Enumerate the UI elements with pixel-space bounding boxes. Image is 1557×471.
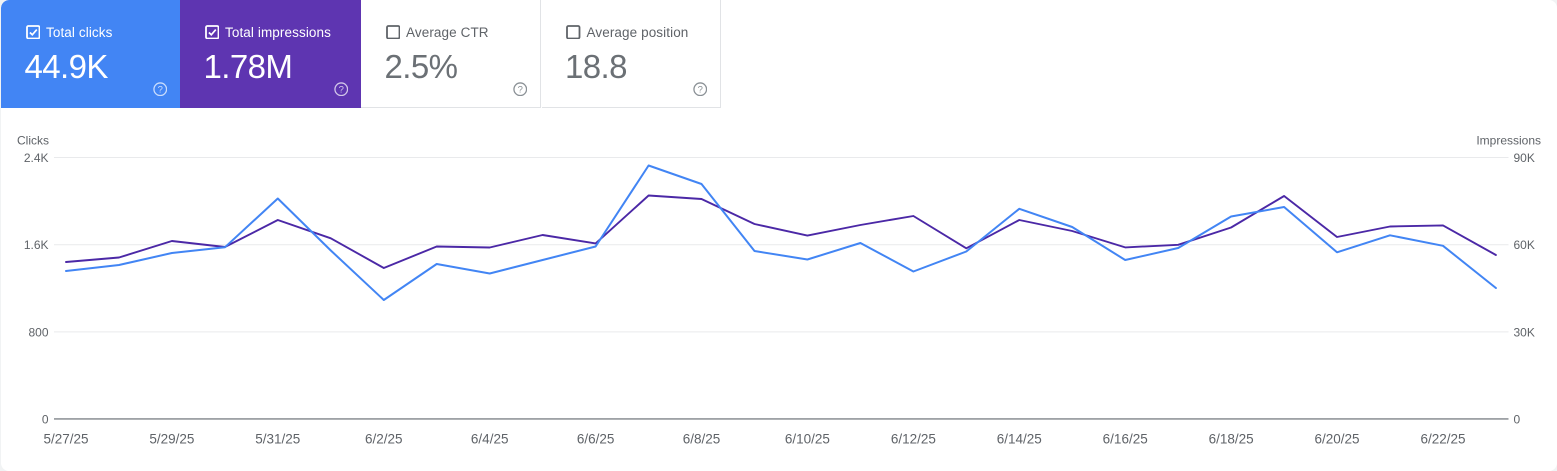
svg-text:?: ?	[697, 84, 702, 95]
svg-text:90K: 90K	[1514, 151, 1535, 165]
svg-text:5/31/25: 5/31/25	[255, 432, 300, 447]
svg-text:6/4/25: 6/4/25	[471, 432, 509, 447]
svg-text:0: 0	[42, 412, 49, 426]
svg-text:6/6/25: 6/6/25	[577, 432, 615, 447]
svg-text:800: 800	[28, 325, 48, 339]
svg-text:6/8/25: 6/8/25	[683, 432, 721, 447]
svg-text:Clicks: Clicks	[17, 134, 49, 148]
svg-text:6/14/25: 6/14/25	[997, 432, 1042, 447]
svg-text:1.6K: 1.6K	[24, 238, 49, 252]
svg-text:?: ?	[517, 84, 522, 95]
svg-text:6/22/25: 6/22/25	[1420, 432, 1465, 447]
svg-text:?: ?	[157, 84, 162, 95]
svg-text:6/12/25: 6/12/25	[891, 432, 936, 447]
svg-text:6/2/25: 6/2/25	[365, 432, 403, 447]
svg-text:Impressions: Impressions	[1476, 134, 1541, 148]
svg-text:5/29/25: 5/29/25	[149, 432, 194, 447]
svg-text:60K: 60K	[1514, 238, 1535, 252]
svg-text:0: 0	[1514, 412, 1521, 426]
svg-text:30K: 30K	[1514, 325, 1535, 339]
svg-text:5/27/25: 5/27/25	[43, 432, 88, 447]
svg-text:6/20/25: 6/20/25	[1314, 432, 1359, 447]
svg-text:6/16/25: 6/16/25	[1103, 432, 1148, 447]
svg-text:6/10/25: 6/10/25	[785, 432, 830, 447]
svg-text:2.4K: 2.4K	[24, 151, 49, 165]
svg-text:?: ?	[338, 84, 343, 95]
svg-text:6/18/25: 6/18/25	[1209, 432, 1254, 447]
